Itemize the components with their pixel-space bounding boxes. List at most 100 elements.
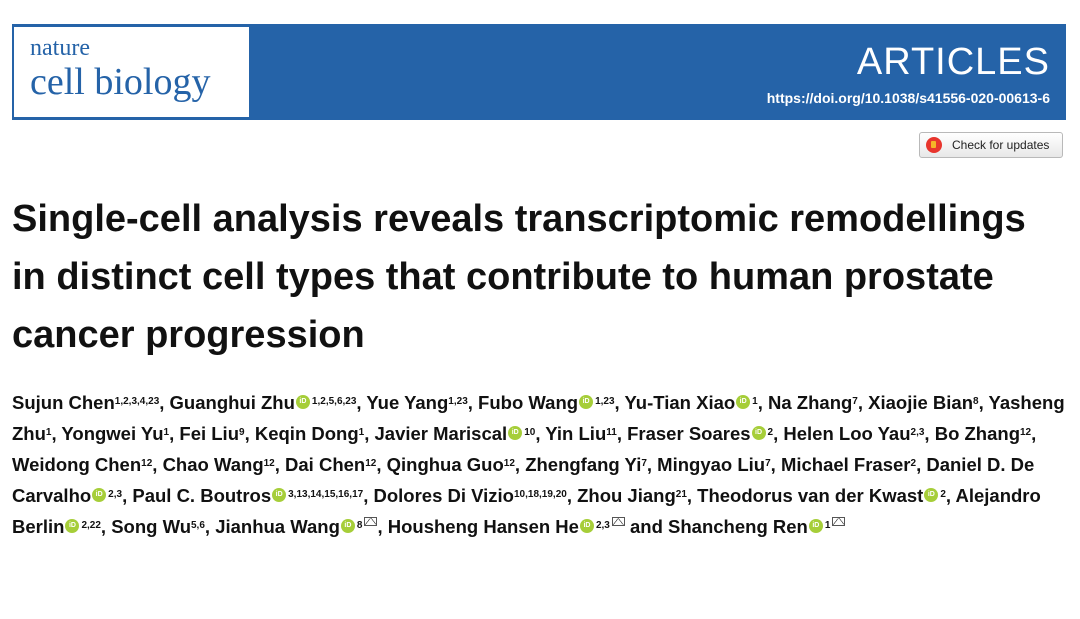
author-name[interactable]: Shancheng Ren: [668, 516, 808, 537]
author-name[interactable]: Na Zhang: [768, 392, 853, 413]
author-name[interactable]: Keqin Dong: [254, 423, 359, 444]
author-name[interactable]: Yasheng Zhu: [12, 392, 1065, 444]
orcid-icon[interactable]: iD: [65, 519, 80, 534]
orcid-icon[interactable]: iD: [340, 519, 355, 534]
author-name[interactable]: Guanghui Zhu: [169, 392, 295, 413]
affiliation-marks: 1: [752, 396, 758, 407]
author-name[interactable]: Bo Zhang: [934, 423, 1020, 444]
author[interactable]: Zhou Jiang21: [577, 485, 687, 506]
orcid-icon[interactable]: iD: [808, 519, 823, 534]
orcid-icon[interactable]: iD: [92, 488, 107, 503]
author[interactable]: Daniel D. De Carvalho iD 2,3: [12, 454, 1034, 506]
author[interactable]: Na Zhang7: [768, 392, 858, 413]
author-name[interactable]: Song Wu: [111, 516, 191, 537]
author[interactable]: Fei Liu9: [179, 423, 244, 444]
author[interactable]: Zhengfang Yi7: [525, 454, 647, 475]
orcid-icon[interactable]: iD: [924, 488, 939, 503]
author-name[interactable]: Yu-Tian Xiao: [624, 392, 736, 413]
affiliation-marks: 12: [1020, 427, 1032, 438]
affiliation-marks: 1,23: [448, 396, 468, 407]
author[interactable]: Housheng Hansen He iD 2,3: [388, 516, 625, 537]
email-icon[interactable]: [364, 517, 378, 526]
author-name[interactable]: Weidong Chen: [12, 454, 142, 475]
author-name[interactable]: Fubo Wang: [478, 392, 579, 413]
author[interactable]: Jianhua Wang iD 8: [215, 516, 378, 537]
author[interactable]: Yu-Tian Xiao iD 1: [624, 392, 757, 413]
author[interactable]: Michael Fraser2: [781, 454, 916, 475]
affiliation-marks: 1: [163, 427, 170, 438]
author[interactable]: Yue Yang1,23: [366, 392, 467, 413]
author-name[interactable]: Theodorus van der Kwast: [697, 485, 924, 506]
author[interactable]: Xiaojie Bian8: [868, 392, 978, 413]
author-name[interactable]: Javier Mariscal: [374, 423, 508, 444]
author[interactable]: Weidong Chen12: [12, 454, 152, 475]
author-list: Sujun Chen1,2,3,4,23, Guanghui Zhu iD 1,2,…: [12, 392, 1065, 537]
affiliation-marks: 1,23: [595, 396, 615, 407]
author[interactable]: Song Wu5,6: [111, 516, 205, 537]
author[interactable]: Keqin Dong1: [255, 423, 364, 444]
author-name[interactable]: Mingyao Liu: [657, 454, 766, 475]
author[interactable]: Helen Loo Yau2,3: [783, 423, 924, 444]
affiliation-marks: 7: [852, 396, 858, 407]
author-name[interactable]: Chao Wang: [162, 454, 264, 475]
orcid-icon[interactable]: iD: [579, 395, 594, 410]
author[interactable]: Javier Mariscal iD 10: [375, 423, 536, 444]
author[interactable]: Bo Zhang12: [935, 423, 1031, 444]
author[interactable]: Guanghui Zhu iD 1,2,5,6,23: [170, 392, 357, 413]
affiliation-marks: 2,3: [108, 489, 123, 500]
check-for-updates-button[interactable]: Check for updates: [919, 132, 1063, 158]
email-icon[interactable]: [611, 517, 625, 526]
author-name[interactable]: Jianhua Wang: [215, 516, 340, 537]
author-name[interactable]: Qinghua Guo: [386, 454, 504, 475]
author-name[interactable]: Fraser Soares: [627, 423, 751, 444]
orcid-icon[interactable]: iD: [579, 519, 594, 534]
author-name[interactable]: Michael Fraser: [780, 454, 911, 475]
author-name[interactable]: Dolores Di Vizio: [373, 485, 514, 506]
author-name[interactable]: Yue Yang: [366, 392, 449, 413]
orcid-icon[interactable]: iD: [736, 395, 751, 410]
author[interactable]: Fraser Soares iD 2: [627, 423, 773, 444]
author[interactable]: Sujun Chen1,2,3,4,23: [12, 392, 159, 413]
author-name[interactable]: Paul C. Boutros: [132, 485, 272, 506]
author-name[interactable]: Yin Liu: [545, 423, 607, 444]
author[interactable]: Dai Chen12: [285, 454, 376, 475]
author[interactable]: Theodorus van der Kwast iD 2: [697, 485, 946, 506]
orcid-icon[interactable]: iD: [751, 426, 766, 441]
author[interactable]: Yasheng Zhu1: [12, 392, 1065, 444]
affiliation-marks: 1: [45, 427, 52, 438]
author[interactable]: Yongwei Yu1: [61, 423, 169, 444]
author-name[interactable]: Fei Liu: [179, 423, 240, 444]
affiliation-marks: 1: [358, 427, 365, 438]
author-name[interactable]: Zhengfang Yi: [525, 454, 642, 475]
author-name[interactable]: Alejandro Berlin: [12, 485, 1041, 537]
author-name[interactable]: Dai Chen: [285, 454, 366, 475]
email-icon[interactable]: [832, 517, 846, 526]
crossmark-icon: [926, 137, 942, 153]
orcid-icon[interactable]: iD: [272, 488, 287, 503]
author-name[interactable]: Zhou Jiang: [577, 485, 676, 506]
doi-link[interactable]: https://doi.org/10.1038/s41556-020-00613…: [766, 90, 1050, 106]
affiliation-marks: 2: [940, 489, 946, 500]
author-name[interactable]: Sujun Chen: [12, 392, 115, 413]
author[interactable]: Paul C. Boutros iD 3,13,14,15,16,17: [132, 485, 363, 506]
journal-logo[interactable]: [14, 27, 249, 117]
author-name[interactable]: Xiaojie Bian: [868, 392, 974, 413]
author[interactable]: Qinghua Guo12: [387, 454, 515, 475]
author[interactable]: Shancheng Ren iD 1: [668, 516, 846, 537]
author-name[interactable]: Daniel D. De Carvalho: [12, 454, 1035, 506]
author[interactable]: Mingyao Liu7: [657, 454, 770, 475]
affiliation-marks: 12: [141, 458, 153, 469]
affiliation-marks: 1,2,3,4,23: [114, 396, 160, 407]
author[interactable]: Alejandro Berlin iD 2,22: [12, 485, 1041, 537]
author[interactable]: Yin Liu11: [545, 423, 617, 444]
author[interactable]: Chao Wang12: [163, 454, 275, 475]
author-name[interactable]: Helen Loo Yau: [783, 423, 911, 444]
affiliation-marks: 7: [641, 458, 647, 469]
orcid-icon[interactable]: iD: [295, 395, 310, 410]
author-name[interactable]: Yongwei Yu: [61, 423, 164, 444]
author[interactable]: Fubo Wang iD 1,23: [478, 392, 614, 413]
author[interactable]: Dolores Di Vizio10,18,19,20: [373, 485, 566, 506]
orcid-icon[interactable]: iD: [508, 426, 523, 441]
author-name[interactable]: Housheng Hansen He: [387, 516, 579, 537]
check-for-updates-label: Check for updates: [952, 138, 1050, 152]
